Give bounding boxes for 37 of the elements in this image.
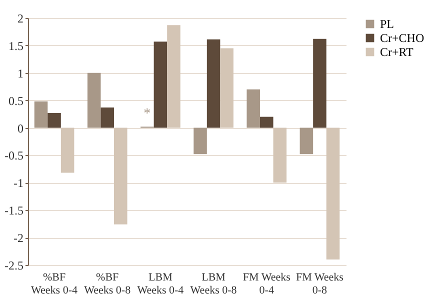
bar [300, 128, 314, 154]
bar [313, 38, 326, 128]
x-tick-label: LBM Weeks 0-8 [190, 272, 238, 296]
bar [246, 89, 260, 128]
x-tick-label: FM Weeks 0-8 [296, 272, 344, 296]
x-tick-label: %BF Weeks 0-8 [84, 272, 132, 296]
bar [206, 39, 220, 128]
bar [114, 128, 128, 224]
bar [154, 42, 168, 128]
bar [100, 107, 114, 128]
bar [260, 116, 274, 128]
y-tick-label: -2.5 [4, 258, 24, 272]
bar [34, 101, 48, 128]
legend-label: Cr+CHO [380, 31, 424, 45]
y-tick-label: 0 [18, 121, 24, 136]
x-tick-label: FM Weeks 0-4 [242, 272, 290, 296]
bar [87, 72, 101, 128]
y-tick-label: -0.5 [4, 148, 24, 163]
bar [326, 128, 340, 260]
y-tick-label: -1 [14, 176, 24, 190]
y-tick-label: 1.5 [8, 38, 24, 53]
bar [194, 128, 207, 154]
bar [220, 48, 234, 128]
bar [48, 112, 61, 128]
bar [273, 128, 287, 183]
annotation: * [144, 106, 151, 122]
legend-label: PL [380, 17, 394, 31]
legend-label: Cr+RT [380, 45, 414, 59]
x-tick-label: LBM Weeks 0-4 [137, 272, 184, 296]
y-tick-label: 1 [18, 66, 24, 80]
y-tick-label: 2 [18, 12, 24, 26]
bar [167, 25, 180, 128]
y-tick-label: 0.5 [8, 94, 24, 108]
y-tick-label: -2 [14, 231, 24, 246]
x-tick-label: %BF Weeks 0-4 [31, 272, 78, 296]
y-tick-label: -1.5 [4, 204, 24, 218]
bar [60, 128, 74, 173]
